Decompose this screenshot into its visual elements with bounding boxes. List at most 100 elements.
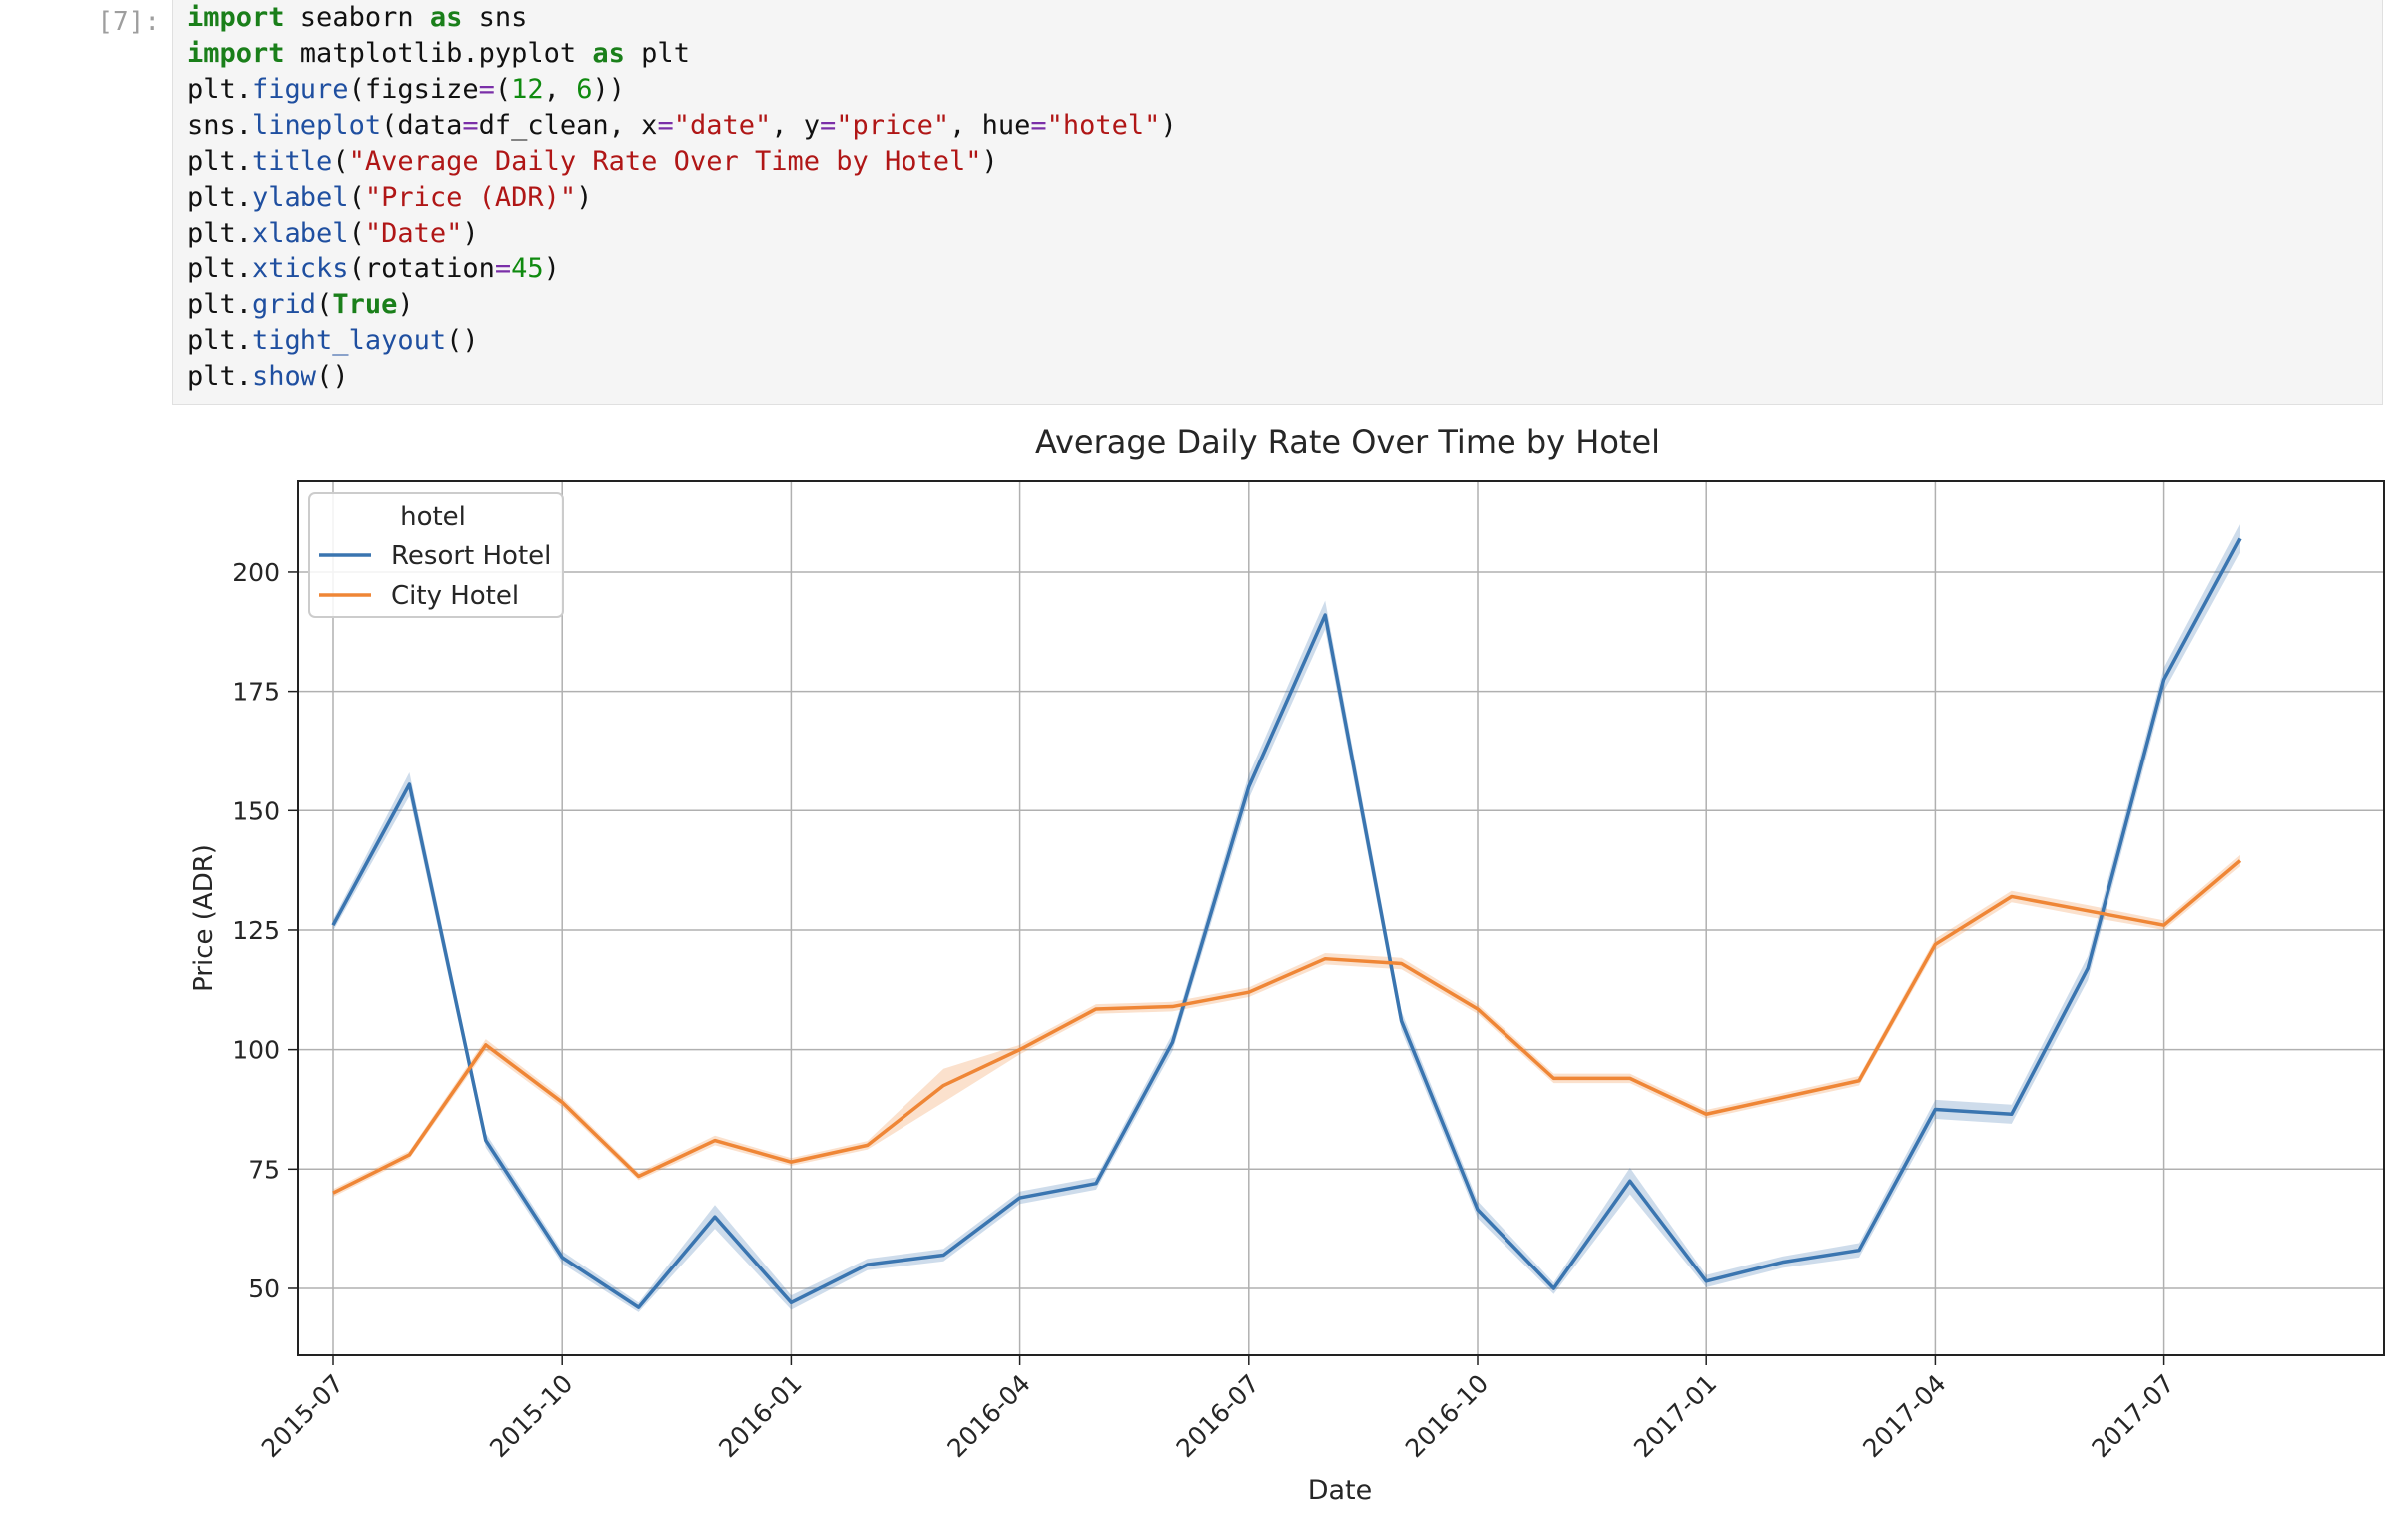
code-token: plt. — [187, 182, 253, 213]
code-token: as — [592, 38, 625, 69]
code-token: plt. — [187, 289, 253, 320]
code-token: 45 — [511, 253, 544, 284]
code-token: plt. — [187, 361, 253, 392]
code-token: grid — [252, 289, 317, 320]
code-token: () — [446, 325, 479, 356]
code-token: = — [1030, 110, 1047, 141]
code-token: "date" — [673, 110, 772, 141]
code-token: figure — [252, 74, 349, 105]
code-token: title — [252, 146, 333, 177]
code-token: ( — [332, 146, 349, 177]
code-token: lineplot — [252, 110, 382, 141]
x-tick-label: 2016-07 — [1171, 1369, 1265, 1463]
plot-frame — [297, 480, 2385, 1356]
code-line: import matplotlib.pyplot as plt — [187, 36, 2382, 72]
code-token: 6 — [576, 74, 593, 105]
legend-box — [308, 492, 564, 618]
code-line: plt.figure(figsize=(12, 6)) — [187, 72, 2382, 108]
code-token: sns — [462, 2, 528, 33]
code-token: , hue — [949, 110, 1031, 141]
code-token: tight_layout — [252, 325, 447, 356]
x-tick-label: 2016-10 — [1400, 1369, 1494, 1463]
code-token: , y — [771, 110, 821, 141]
code-token: matplotlib.pyplot — [284, 38, 593, 69]
legend-title: hotel — [400, 502, 466, 532]
code-token: (data — [381, 110, 463, 141]
x-tick-label: 2016-04 — [941, 1369, 1035, 1463]
code-token: ) — [543, 253, 560, 284]
series-line-city-hotel — [332, 859, 2242, 1195]
code-token: "Date" — [364, 218, 463, 249]
code-cell-input[interactable]: import seaborn as sns import matplotlib.p… — [172, 0, 2383, 405]
code-token: plt — [624, 38, 690, 69]
code-token: () — [316, 361, 349, 392]
grid-lines — [298, 481, 2384, 1355]
code-token: = — [494, 253, 512, 284]
series-lines — [331, 537, 2242, 1309]
code-token: ) — [462, 218, 479, 249]
y-tick-label: 200 — [232, 558, 280, 587]
code-token: ) — [1160, 110, 1177, 141]
y-tick-label: 125 — [232, 916, 280, 945]
code-token: ) — [576, 182, 593, 213]
code-token: plt. — [187, 146, 253, 177]
code-line: import seaborn as sns — [187, 0, 2382, 36]
legend-label-city-hotel: City Hotel — [391, 581, 519, 611]
code-token: = — [462, 110, 479, 141]
x-tick-label: 2015-10 — [484, 1369, 578, 1463]
cell-prompt: [7]: — [97, 7, 160, 37]
legend-label-resort-hotel: Resort Hotel — [391, 541, 551, 571]
code-token: "Price (ADR)" — [364, 182, 577, 213]
confidence-bands — [333, 524, 2240, 1312]
x-tick-label: 2015-07 — [256, 1369, 349, 1463]
x-tick-label: 2017-01 — [1628, 1369, 1722, 1463]
code-token: import — [187, 2, 285, 33]
code-token: = — [657, 110, 674, 141]
line-chart: Average Daily Rate Over Time by Hotel 50… — [189, 423, 2385, 1506]
code-token: xticks — [252, 253, 349, 284]
code-token: ( — [348, 218, 365, 249]
code-token: df_clean, x — [478, 110, 658, 141]
code-token: plt. — [187, 325, 253, 356]
code-token: as — [429, 2, 463, 33]
y-tick-label: 175 — [232, 678, 280, 707]
y-tick-label: 50 — [248, 1274, 280, 1303]
code-line: plt.xticks(rotation=45) — [187, 252, 2382, 287]
code-line: plt.grid(True) — [187, 287, 2382, 323]
x-axis-label: Date — [1308, 1475, 1373, 1506]
code-token: plt. — [187, 253, 253, 284]
code-token: ( — [316, 289, 333, 320]
code-editor[interactable]: import seaborn as sns import matplotlib.p… — [173, 0, 2382, 395]
code-token: )) — [592, 74, 625, 105]
code-token: ( — [348, 182, 365, 213]
x-tick-label: 2016-01 — [713, 1369, 807, 1463]
y-tick-label: 100 — [232, 1036, 280, 1065]
code-token: plt. — [187, 218, 253, 249]
code-token: = — [478, 74, 495, 105]
y-tick-label: 150 — [232, 796, 280, 825]
y-axis-ticks: 50 75 100 125 150 175 200 — [232, 558, 298, 1303]
x-axis-ticks: 2015-07 2015-10 2016-01 2016-04 2016-07 2016-… — [256, 1355, 2180, 1463]
code-token: ) — [397, 289, 414, 320]
code-line: plt.show() — [187, 359, 2382, 395]
code-line: plt.xlabel("Date") — [187, 216, 2382, 252]
code-token: True — [332, 289, 398, 320]
legend: hotel Resort Hotel City Hotel — [308, 492, 564, 618]
code-token: 12 — [511, 74, 544, 105]
y-axis-label: Price (ADR) — [189, 844, 219, 992]
code-token: xlabel — [252, 218, 349, 249]
y-tick-label: 75 — [248, 1155, 280, 1184]
code-token: "price" — [836, 110, 950, 141]
code-token: sns. — [187, 110, 253, 141]
code-line: plt.title("Average Daily Rate Over Time … — [187, 144, 2382, 180]
code-token: show — [252, 361, 317, 392]
ci-band-resort-hotel — [333, 524, 2240, 1312]
x-tick-label: 2017-04 — [1857, 1369, 1951, 1463]
ci-band-city-hotel — [333, 854, 2240, 1198]
cell-output: Average Daily Rate Over Time by Hotel 50… — [172, 419, 2408, 1515]
code-line: sns.lineplot(data=df_clean, x="date", y=… — [187, 108, 2382, 144]
chart-title: Average Daily Rate Over Time by Hotel — [1035, 423, 1660, 461]
series-line-resort-hotel — [331, 537, 2242, 1309]
code-token: = — [820, 110, 837, 141]
code-token: "Average Daily Rate Over Time by Hotel" — [348, 146, 982, 177]
